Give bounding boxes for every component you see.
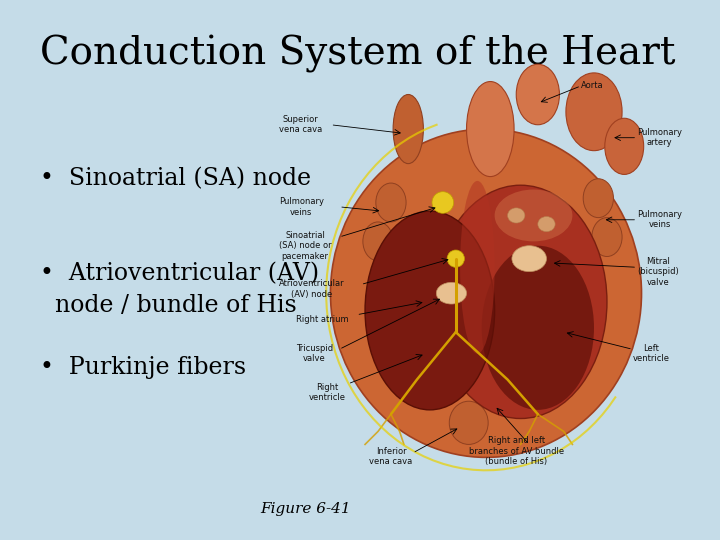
Text: Superior
vena cava: Superior vena cava (279, 115, 322, 134)
Ellipse shape (460, 181, 495, 354)
Text: •  Purkinje fibers: • Purkinje fibers (40, 356, 246, 380)
Ellipse shape (376, 183, 406, 222)
Text: Pulmonary
veins: Pulmonary veins (279, 197, 324, 217)
Ellipse shape (605, 118, 644, 174)
Ellipse shape (449, 401, 488, 444)
Circle shape (432, 192, 454, 213)
Ellipse shape (508, 208, 525, 223)
Ellipse shape (434, 185, 607, 418)
Ellipse shape (365, 211, 495, 410)
Ellipse shape (436, 282, 467, 304)
Text: Atrioventricular
(AV) node: Atrioventricular (AV) node (279, 279, 344, 299)
Ellipse shape (495, 190, 572, 241)
Text: Pulmonary
veins: Pulmonary veins (637, 210, 683, 230)
Ellipse shape (330, 129, 642, 457)
Text: Pulmonary
artery: Pulmonary artery (637, 128, 683, 147)
Text: •  Atrioventricular (AV)
  node / bundle of His: • Atrioventricular (AV) node / bundle of… (40, 262, 319, 317)
Ellipse shape (516, 64, 559, 125)
Ellipse shape (467, 82, 514, 177)
Text: Inferior
vena cava: Inferior vena cava (369, 447, 413, 466)
Text: Figure 6-41: Figure 6-41 (261, 502, 351, 516)
Ellipse shape (363, 222, 393, 261)
Text: Aorta: Aorta (581, 82, 603, 90)
Text: Left
ventricle: Left ventricle (633, 344, 670, 363)
Ellipse shape (583, 179, 613, 218)
Text: Sinoatrial
(SA) node or
pacemaker: Sinoatrial (SA) node or pacemaker (279, 231, 331, 261)
Text: Right atrium: Right atrium (296, 315, 348, 323)
Ellipse shape (482, 246, 594, 410)
Text: Right and left
branches of AV bundle
(bundle of His): Right and left branches of AV bundle (bu… (469, 436, 564, 466)
Text: Conduction System of the Heart: Conduction System of the Heart (40, 35, 675, 73)
Text: Tricuspid
valve: Tricuspid valve (296, 344, 333, 363)
Text: Mitral
(bicuspid)
valve: Mitral (bicuspid) valve (637, 256, 679, 287)
Circle shape (447, 250, 464, 267)
Ellipse shape (393, 94, 423, 164)
Ellipse shape (592, 218, 622, 256)
Text: •  Sinoatrial (SA) node: • Sinoatrial (SA) node (40, 167, 311, 191)
Ellipse shape (566, 73, 622, 151)
Text: Right
ventricle: Right ventricle (309, 383, 346, 402)
Ellipse shape (538, 217, 555, 232)
Ellipse shape (512, 246, 546, 272)
